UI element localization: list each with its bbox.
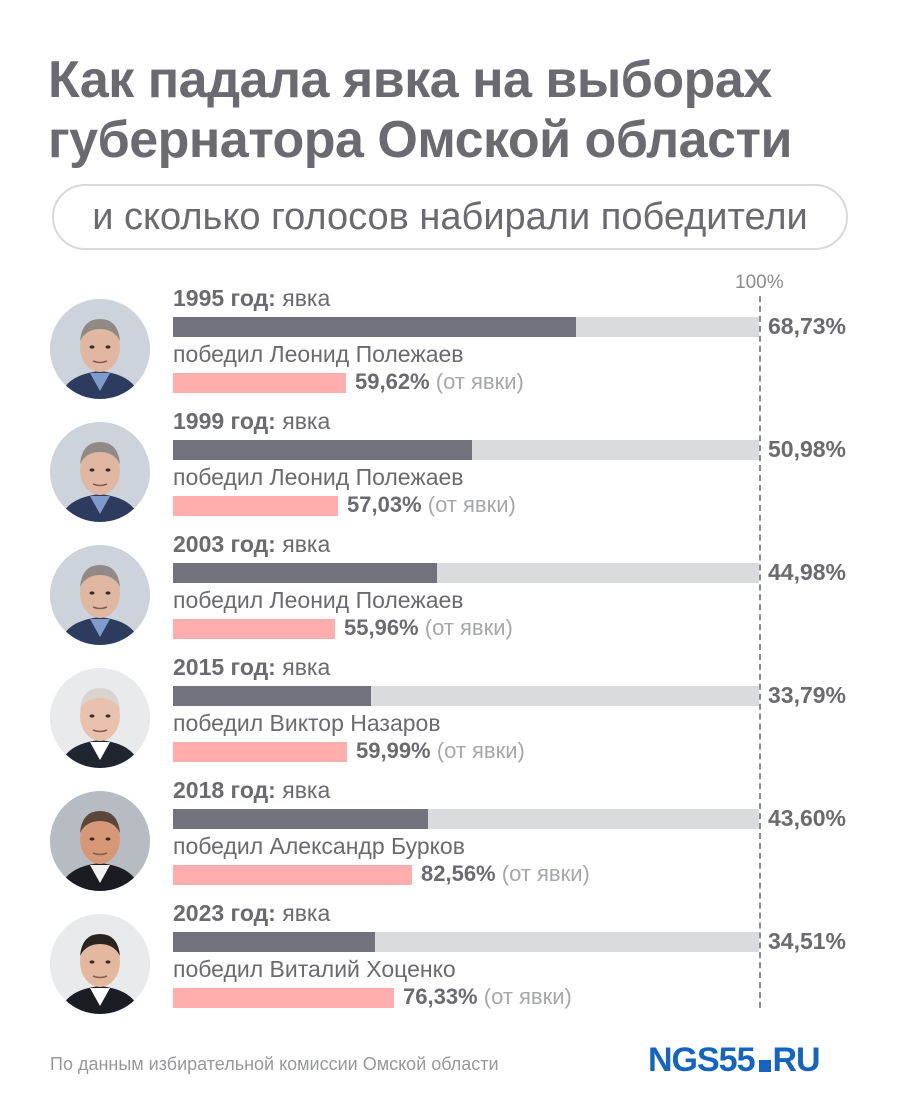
election-row: 1995 год: явка 68,73% победил Леонид Полеж… [0, 285, 900, 405]
winner-photo [50, 791, 150, 891]
turnout-value: 68,73% [768, 313, 847, 339]
turnout-word: явка [282, 654, 331, 680]
winner-photo [50, 545, 150, 645]
turnout-value: 33,79% [768, 682, 847, 708]
turnout-word: явка [282, 408, 331, 434]
turnout-bar [173, 809, 428, 829]
year-label: 2023 год: явка [173, 900, 330, 927]
turnout-word: явка [282, 777, 331, 803]
winner-photo [50, 914, 150, 1014]
election-row: 2018 год: явка 43,60% победил Александр Бу… [0, 777, 900, 897]
turnout-value: 43,60% [768, 805, 847, 831]
winner-share-label: 76,33% (от явки) [403, 984, 572, 1010]
winner-share-note: (от явки) [483, 984, 572, 1009]
winner-share-bar [173, 373, 346, 393]
year-value: 2015 год: [173, 654, 276, 680]
year-label: 2015 год: явка [173, 654, 330, 681]
subtitle-pill: и сколько голосов набирали победители [52, 184, 848, 250]
turnout-bar [173, 317, 576, 337]
turnout-bar [173, 932, 375, 952]
winner-photo [50, 422, 150, 522]
source-note: По данным избирательной комиссии Омской … [50, 1054, 499, 1074]
year-label: 2018 год: явка [173, 777, 330, 804]
turnout-value: 50,98% [768, 436, 847, 462]
winner-share-note: (от явки) [501, 861, 590, 886]
turnout-bar [173, 686, 371, 706]
max-percent-label: 100% [735, 272, 784, 293]
winner-name: победил Александр Бурков [173, 833, 465, 859]
winner-share-value: 55,96% [344, 615, 419, 640]
winner-share-bar [173, 988, 394, 1008]
turnout-value: 34,51% [768, 928, 847, 954]
year-label: 1999 год: явка [173, 408, 330, 435]
turnout-track [173, 809, 759, 829]
winner-photo [50, 668, 150, 768]
election-row: 2003 год: явка 44,98% победил Леонид Полеж… [0, 531, 900, 651]
turnout-word: явка [282, 900, 331, 926]
chart-subtitle: и сколько голосов набирали победители [92, 195, 808, 238]
winner-name: победил Виктор Назаров [173, 710, 441, 736]
logo-suffix: RU [772, 1040, 821, 1079]
winner-share-bar [173, 619, 335, 639]
year-value: 2018 год: [173, 777, 276, 803]
winner-share-bar [173, 865, 412, 885]
turnout-bar [173, 440, 472, 460]
winner-share-label: 59,62% (от явки) [355, 369, 524, 395]
hundred-percent-line [759, 296, 761, 1008]
logo-text: NGS55 [648, 1040, 755, 1079]
winner-share-label: 82,56% (от явки) [421, 861, 590, 887]
turnout-word: явка [282, 531, 331, 557]
ngs55-logo[interactable]: NGS55 RU [648, 1040, 821, 1080]
chart-title: Как падала явка на выборах губернатора О… [48, 51, 792, 169]
winner-share-note: (от явки) [436, 738, 525, 763]
winner-share-label: 59,99% (от явки) [356, 738, 525, 764]
winner-share-label: 57,03% (от явки) [347, 492, 516, 518]
year-value: 2003 год: [173, 531, 276, 557]
winner-share-value: 57,03% [347, 492, 422, 517]
turnout-track [173, 932, 759, 952]
year-label: 2003 год: явка [173, 531, 330, 558]
winner-name: победил Виталий Хоценко [173, 956, 456, 982]
turnout-word: явка [282, 285, 331, 311]
winner-share-note: (от явки) [435, 369, 524, 394]
turnout-track [173, 686, 759, 706]
year-value: 1995 год: [173, 285, 276, 311]
year-value: 2023 год: [173, 900, 276, 926]
logo-square-icon [758, 1060, 771, 1072]
winner-share-bar [173, 496, 338, 516]
turnout-track [173, 317, 759, 337]
winner-name: победил Леонид Полежаев [173, 587, 464, 613]
turnout-bar [173, 563, 437, 583]
election-row: 1999 год: явка 50,98% победил Леонид Полеж… [0, 408, 900, 528]
winner-share-value: 82,56% [421, 861, 496, 886]
winner-name: победил Леонид Полежаев [173, 341, 464, 367]
winner-share-note: (от явки) [427, 492, 516, 517]
winner-share-bar [173, 742, 347, 762]
winner-name: победил Леонид Полежаев [173, 464, 464, 490]
winner-photo [50, 299, 150, 399]
winner-share-label: 55,96% (от явки) [344, 615, 513, 641]
election-row: 2023 год: явка 34,51% победил Виталий Хоце… [0, 900, 900, 1020]
turnout-track [173, 563, 759, 583]
winner-share-value: 76,33% [403, 984, 478, 1009]
winner-share-note: (от явки) [424, 615, 513, 640]
winner-share-value: 59,62% [355, 369, 430, 394]
election-row: 2015 год: явка 33,79% победил Виктор Назар… [0, 654, 900, 774]
winner-share-value: 59,99% [356, 738, 431, 763]
turnout-track [173, 440, 759, 460]
year-label: 1995 год: явка [173, 285, 330, 312]
turnout-value: 44,98% [768, 559, 847, 585]
year-value: 1999 год: [173, 408, 276, 434]
